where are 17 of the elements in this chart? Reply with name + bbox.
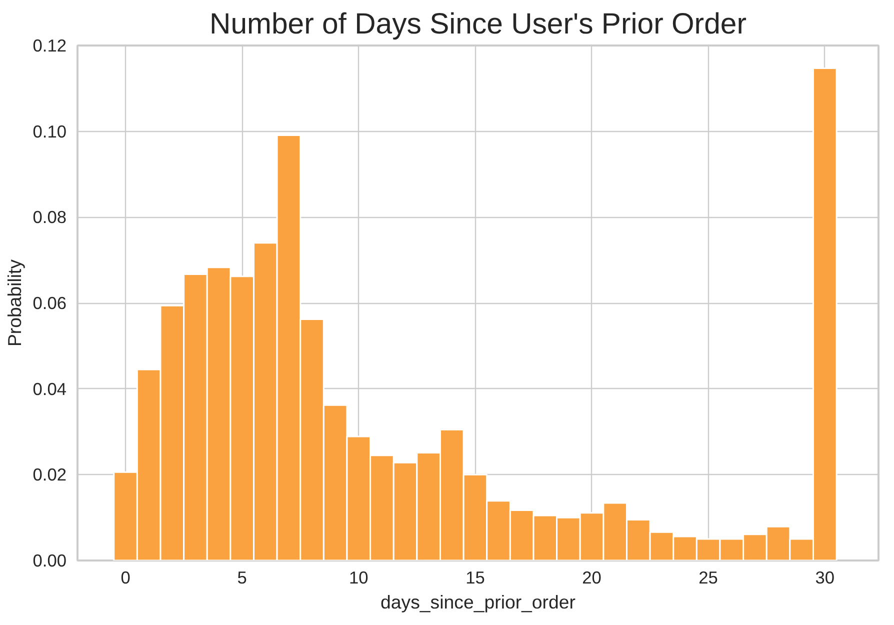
y-tick-label: 0.00 [32, 550, 67, 570]
x-tick-label: 30 [815, 568, 835, 588]
x-tick-label: 15 [466, 568, 485, 588]
x-tick-label: 10 [349, 568, 368, 588]
x-tick-label: 20 [582, 568, 602, 588]
chart-title: Number of Days Since User's Prior Order [210, 8, 747, 40]
x-tick-label: 0 [120, 568, 130, 588]
y-tick-label: 0.06 [32, 293, 67, 313]
y-tick-label: 0.08 [32, 207, 67, 228]
x-tick-label: 5 [237, 568, 247, 588]
x-tick-label: 25 [698, 568, 718, 588]
y-tick-label: 0.12 [32, 36, 67, 56]
y-tick-label: 0.04 [32, 378, 67, 399]
y-axis-title: Probability [4, 258, 25, 347]
y-tick-label: 0.02 [32, 464, 67, 485]
x-axis-title: days_since_prior_order [380, 592, 576, 612]
y-tick-label: 0.10 [32, 121, 67, 142]
